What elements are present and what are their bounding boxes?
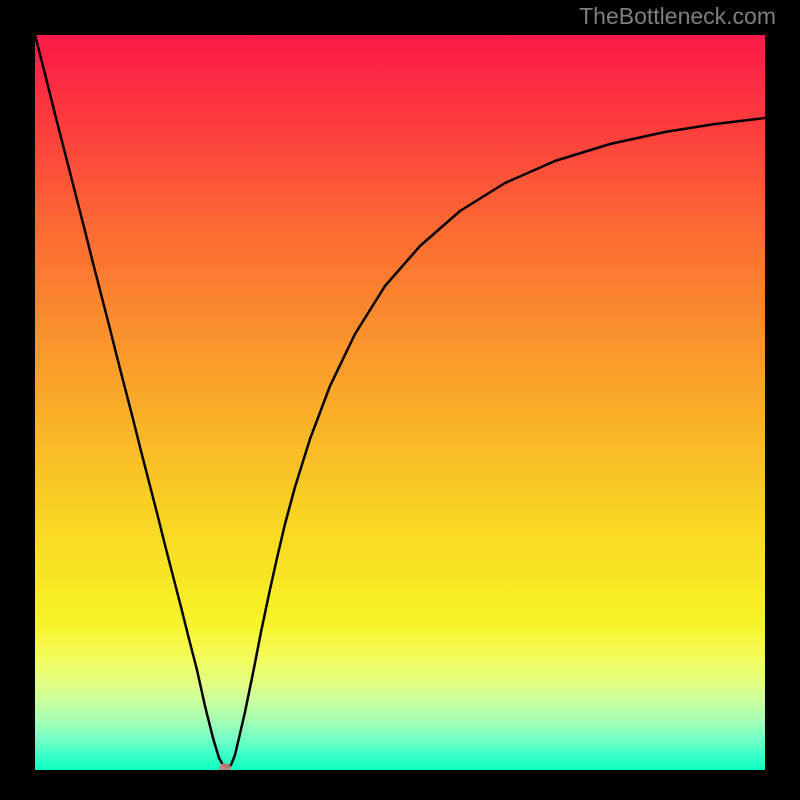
- minimum-marker: [219, 763, 231, 770]
- chart-container: TheBottleneck.com: [0, 0, 800, 800]
- plot-area: [35, 35, 765, 770]
- watermark-text: TheBottleneck.com: [579, 3, 776, 30]
- curve-layer: [35, 35, 765, 770]
- bottleneck-curve: [35, 35, 765, 767]
